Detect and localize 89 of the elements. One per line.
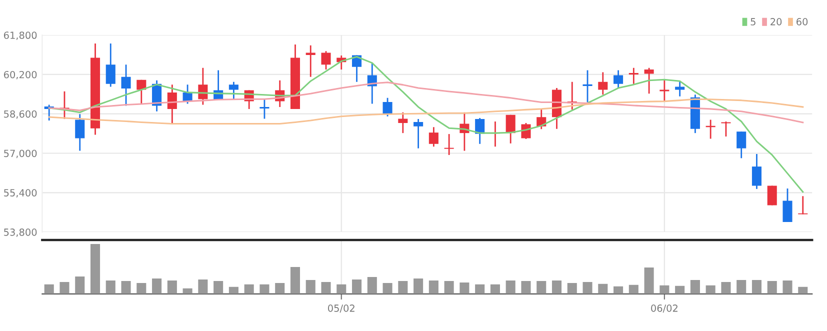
candlestick [582, 70, 592, 103]
bar [106, 280, 116, 294]
bar [567, 282, 577, 294]
candlestick [428, 126, 438, 148]
y-tick-label: 53,800 [4, 228, 37, 237]
candlestick [398, 112, 408, 134]
candlestick [121, 64, 131, 106]
bar [306, 280, 316, 294]
bar [506, 280, 516, 294]
bar [475, 284, 485, 294]
y-tick-label: 61,800 [4, 32, 37, 40]
candlestick [721, 120, 731, 138]
bar [336, 284, 346, 294]
legend-label: 60 [796, 18, 808, 26]
candlestick [321, 50, 331, 70]
bar [60, 282, 70, 294]
bar [182, 288, 192, 294]
bar [536, 280, 546, 294]
candlestick [521, 122, 531, 140]
candlestick [628, 67, 638, 85]
y-tick-label: 57,000 [4, 150, 37, 158]
bar [260, 284, 270, 294]
bar [90, 244, 100, 294]
candlestick [444, 133, 454, 156]
candlestick [752, 153, 762, 190]
bar [798, 286, 808, 294]
candlestick [506, 114, 516, 144]
candlestick [644, 67, 654, 94]
bar [198, 279, 208, 294]
bar [398, 280, 408, 294]
candlestick [260, 98, 270, 120]
bar [675, 286, 685, 294]
candlestick [75, 113, 85, 152]
y-tick-label: 60,200 [4, 70, 37, 80]
bar [444, 280, 454, 294]
bar [552, 280, 562, 294]
bar [767, 280, 777, 294]
x-tick-label: 05/02 [328, 304, 354, 313]
candlestick [782, 188, 792, 223]
x-tick-label: 06/02 [651, 304, 678, 313]
legend-label: 20 [770, 18, 782, 26]
bar [598, 284, 608, 294]
bar [136, 282, 146, 294]
candlestick [736, 130, 746, 159]
bar [490, 284, 500, 294]
bar [736, 280, 746, 294]
bar [228, 286, 238, 294]
bar [414, 278, 424, 294]
bar [244, 284, 254, 294]
bar [290, 266, 300, 294]
bar [167, 280, 177, 294]
bar [152, 278, 162, 294]
bar [706, 285, 716, 294]
bar [628, 284, 638, 294]
candlestick [382, 97, 392, 118]
y-tick-label: 58,600 [4, 110, 37, 119]
bar [121, 280, 131, 294]
bar [352, 279, 362, 294]
bar [275, 282, 285, 294]
candlestick [798, 195, 808, 215]
candlestick [414, 118, 424, 150]
candlestick [228, 81, 238, 100]
bar [75, 276, 85, 294]
bar [614, 286, 624, 294]
bar [782, 280, 792, 294]
candlestick [767, 185, 777, 206]
candlestick [106, 42, 116, 88]
candlestick [660, 78, 670, 102]
bar [660, 285, 670, 294]
bar [460, 282, 470, 294]
candlestick [136, 79, 146, 105]
candlestick [598, 72, 608, 96]
bar [367, 276, 377, 294]
bar [428, 280, 438, 294]
bar [582, 282, 592, 294]
candlestick [167, 84, 177, 124]
bar [721, 282, 731, 294]
bar [521, 280, 531, 294]
bar [644, 267, 654, 294]
bar [321, 282, 331, 294]
bar [752, 280, 762, 294]
legend-label: 5 [750, 18, 756, 26]
y-tick-label: 55,400 [4, 189, 37, 198]
bar [44, 284, 54, 294]
bar [690, 280, 700, 294]
candlestick [614, 70, 624, 89]
bar [214, 280, 224, 294]
candlestick [475, 117, 485, 145]
bar [382, 282, 392, 294]
